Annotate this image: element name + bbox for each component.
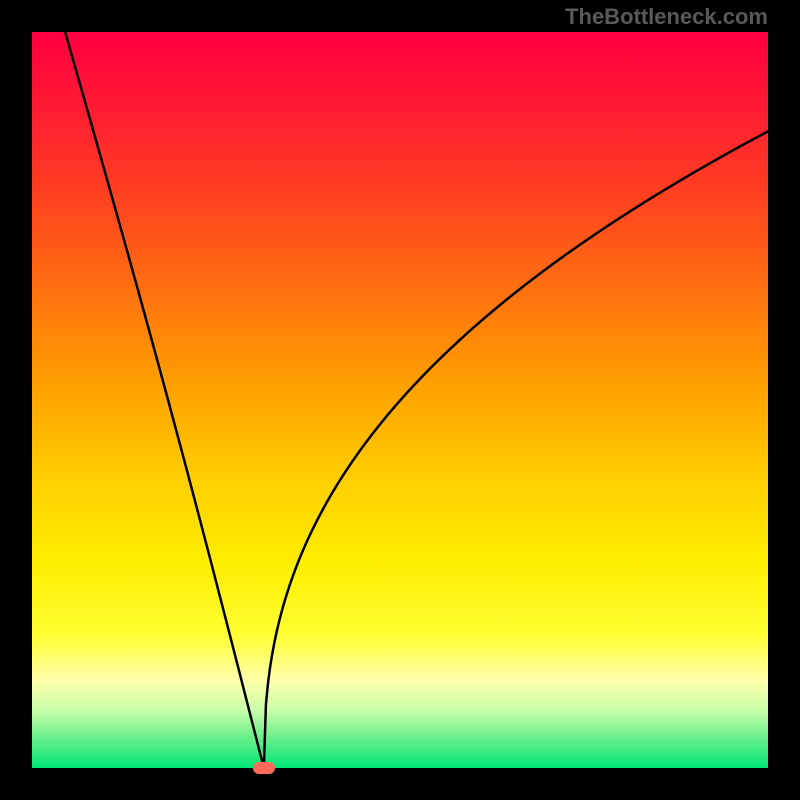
curve-layer [32,32,768,768]
chart-container: TheBottleneck.com [0,0,800,800]
plot-area [32,32,768,768]
optimal-point-marker [253,762,275,774]
watermark-text: TheBottleneck.com [565,4,768,30]
bottleneck-curve [65,32,768,768]
